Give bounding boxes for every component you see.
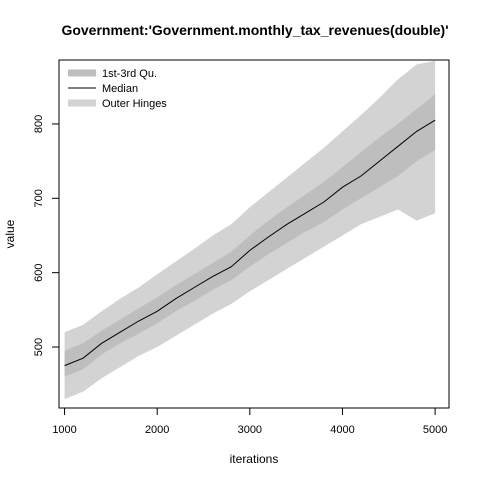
legend: 1st-3rd Qu. Median Outer Hinges bbox=[68, 68, 167, 110]
median-line bbox=[64, 119, 436, 367]
legend-label-median: Median bbox=[102, 83, 138, 95]
x-tick-label: 2000 bbox=[145, 424, 169, 436]
x-axis: 1000 2000 3000 4000 5000 bbox=[52, 407, 447, 436]
x-tick-label: 3000 bbox=[238, 424, 262, 436]
y-tick-label: 600 bbox=[33, 263, 45, 281]
legend-label-hinges: Outer Hinges bbox=[102, 98, 167, 110]
x-axis-label: iterations bbox=[230, 452, 279, 466]
legend-label-quartiles: 1st-3rd Qu. bbox=[102, 68, 157, 80]
plot-area bbox=[64, 60, 436, 400]
y-tick-label: 800 bbox=[33, 115, 45, 133]
quartile-band bbox=[64, 94, 436, 377]
y-tick-label: 500 bbox=[33, 338, 45, 356]
y-axis: 500 600 700 800 bbox=[33, 115, 60, 356]
y-tick-label: 700 bbox=[33, 189, 45, 207]
x-tick-label: 1000 bbox=[52, 424, 76, 436]
x-tick-label: 5000 bbox=[423, 424, 447, 436]
chart-title: Government:'Government.monthly_tax_reven… bbox=[61, 22, 448, 38]
x-tick-label: 4000 bbox=[330, 424, 354, 436]
y-axis-label: value bbox=[3, 219, 17, 248]
